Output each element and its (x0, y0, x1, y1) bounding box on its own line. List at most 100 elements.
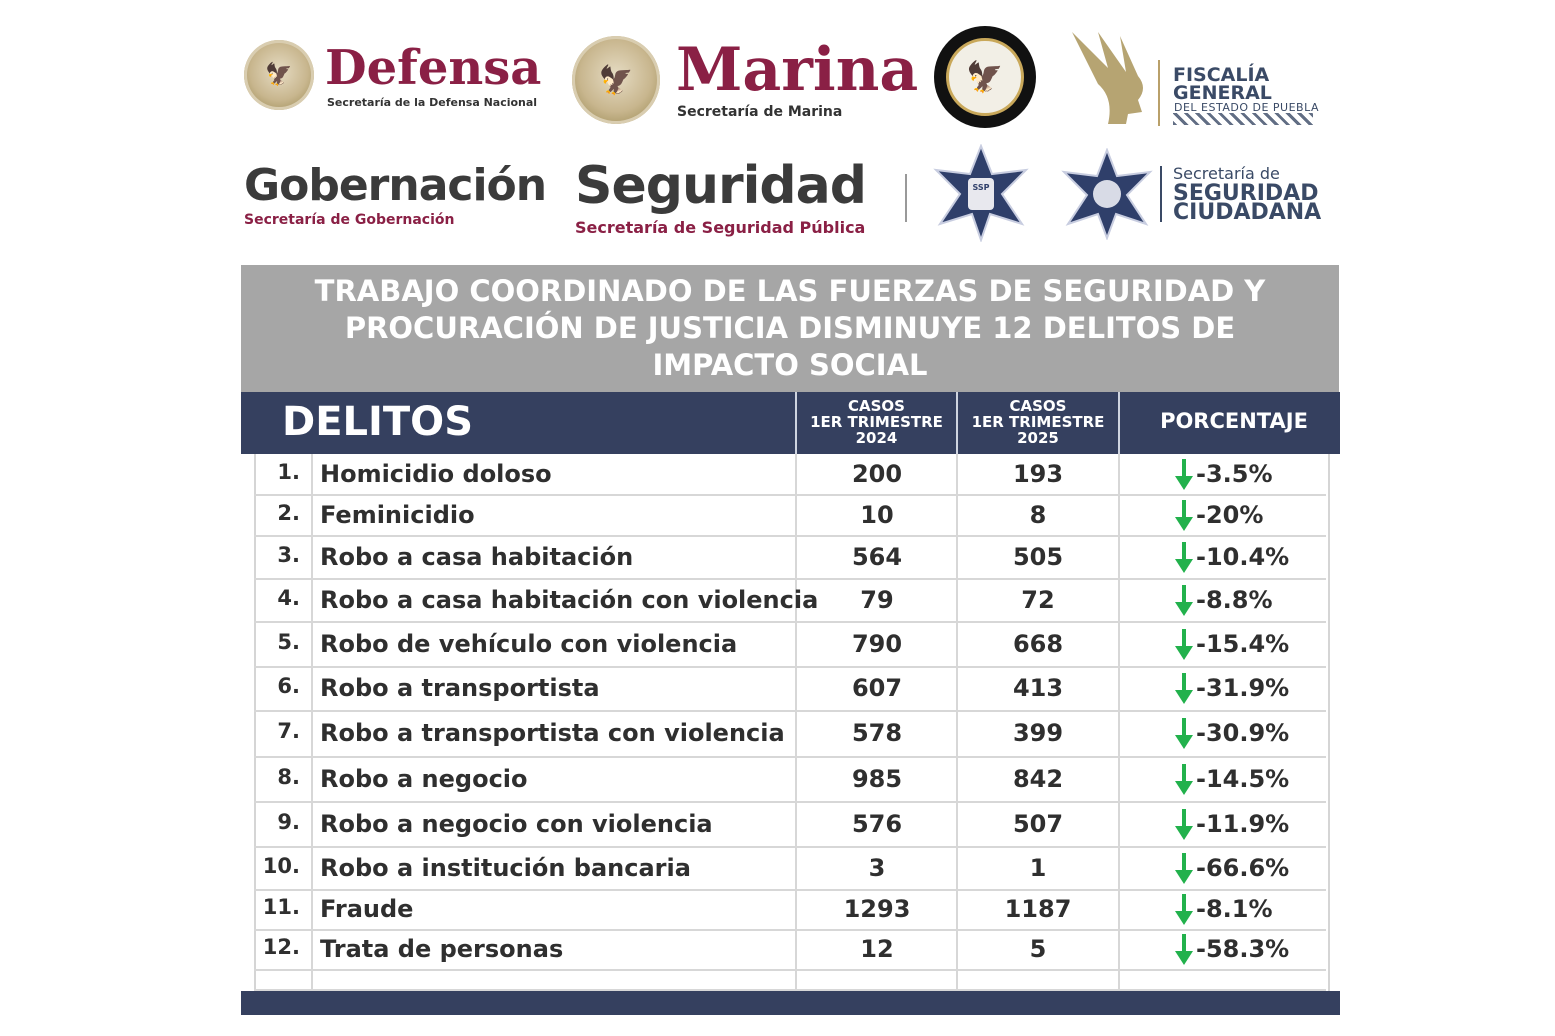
row-casos-2024: 607 (851, 674, 903, 702)
row-delito: Trata de personas (320, 935, 564, 963)
row-delito: Robo a negocio (320, 764, 528, 793)
row-number: 4. (277, 585, 300, 610)
down-arrow-icon (1175, 459, 1193, 490)
down-arrow-icon (1175, 499, 1193, 531)
row-delito: Robo a casa habitación con violencia (320, 585, 819, 614)
fiscalia-pattern (1173, 113, 1313, 125)
row-number: 1. (277, 460, 300, 484)
row-porcentaje: -8.1% (1196, 895, 1273, 923)
down-arrow-icon (1175, 628, 1193, 660)
row-casos-2024: 576 (851, 809, 903, 838)
row-casos-2024: 564 (851, 542, 903, 571)
row-number: 12. (262, 935, 300, 959)
row-casos-2025: 5 (1029, 935, 1047, 963)
ssc-line1: Secretaría de (1173, 164, 1280, 183)
row-delito: Fraude (320, 895, 414, 923)
row-number: 7. (277, 719, 300, 743)
row-casos-2024: 790 (851, 629, 903, 658)
row-divider (254, 621, 1326, 623)
row-divider (254, 989, 1326, 991)
row-casos-2025: 1187 (1004, 895, 1072, 923)
column-line (795, 454, 797, 991)
down-arrow-icon (1175, 808, 1193, 840)
row-porcentaje: -11.9% (1196, 809, 1290, 838)
row-casos-2025: 72 (1021, 585, 1055, 614)
row-delito: Robo a institución bancaria (320, 853, 691, 882)
mexico-seal-icon: 🦅 (244, 40, 314, 110)
row-porcentaje: -10.4% (1196, 542, 1290, 571)
row-delito: Robo a casa habitación (320, 542, 634, 571)
row-casos-2024: 985 (851, 764, 903, 793)
row-porcentaje: -66.6% (1196, 853, 1290, 882)
row-number: 10. (262, 853, 300, 878)
row-casos-2024: 12 (860, 935, 894, 963)
row-divider (254, 710, 1326, 712)
row-number: 11. (262, 895, 300, 919)
row-porcentaje: -58.3% (1196, 935, 1290, 963)
row-number: 5. (277, 629, 300, 654)
row-divider (254, 535, 1326, 537)
ssc-star-badge-icon (1061, 148, 1153, 240)
fiscalia-line1: FISCALÍA (1173, 64, 1270, 86)
seguridad-logo-title: Seguridad (575, 156, 867, 216)
row-porcentaje: -30.9% (1196, 719, 1290, 747)
row-delito: Robo a transportista con violencia (320, 719, 785, 747)
column-line (1118, 454, 1120, 991)
row-casos-2024: 10 (860, 500, 894, 529)
fiscalia-line3: DEL ESTADO DE PUEBLA (1174, 101, 1319, 114)
headline-text: TRABAJO COORDINADO DE LAS FUERZAS DE SEG… (314, 274, 1266, 382)
row-casos-2025: 413 (1012, 674, 1064, 702)
gobernacion-logo-title: Gobernación (244, 160, 547, 211)
gobernacion-logo-subtitle: Secretaría de Gobernación (244, 212, 455, 228)
row-casos-2024: 79 (860, 585, 894, 614)
down-arrow-icon (1175, 894, 1193, 925)
row-casos-2024: 3 (868, 853, 886, 882)
row-number: 9. (277, 809, 300, 834)
header-separator (956, 392, 958, 454)
row-delito: Robo a negocio con violencia (320, 809, 713, 838)
table-header (241, 392, 1340, 454)
fiscalia-profile-icon (1072, 32, 1143, 124)
row-casos-2025: 193 (1012, 460, 1064, 488)
row-casos-2025: 842 (1012, 764, 1064, 793)
fiscalia-divider (1158, 60, 1160, 126)
guardia-nacional-badge-icon: 🦅 (934, 26, 1036, 128)
row-divider (254, 666, 1326, 668)
row-delito: Homicidio doloso (320, 460, 552, 488)
header-separator (795, 392, 797, 454)
row-casos-2025: 507 (1012, 809, 1064, 838)
row-porcentaje: -31.9% (1196, 674, 1290, 702)
row-porcentaje: -3.5% (1196, 460, 1273, 488)
row-number: 6. (277, 674, 300, 698)
row-porcentaje: -8.8% (1196, 585, 1273, 614)
row-number: 2. (277, 500, 300, 525)
headline-banner: TRABAJO COORDINADO DE LAS FUERZAS DE SEG… (241, 265, 1339, 392)
row-divider (254, 846, 1326, 848)
column-line (956, 454, 958, 991)
row-divider (254, 801, 1326, 803)
ssp-star-badge-icon: SSP (933, 144, 1029, 242)
marina-logo-title: Marina (676, 35, 919, 105)
header-porcentaje: PORCENTAJE (1160, 409, 1308, 433)
row-number: 3. (277, 542, 300, 567)
row-casos-2024: 200 (851, 460, 903, 488)
header-casos-2024: CASOS 1ER TRIMESTRE 2024 (810, 397, 943, 447)
down-arrow-icon (1175, 584, 1193, 616)
row-divider (254, 578, 1326, 580)
row-divider (254, 969, 1326, 971)
header-separator (1118, 392, 1120, 454)
down-arrow-icon (1175, 718, 1193, 749)
row-casos-2024: 1293 (843, 895, 911, 923)
ssc-line2: SEGURIDAD (1173, 181, 1319, 206)
ssc-line3: CIUDADANA (1173, 200, 1322, 225)
mexico-seal-icon: 🦅 (572, 36, 660, 124)
row-delito: Robo de vehículo con violencia (320, 629, 738, 658)
svg-text:SSP: SSP (972, 183, 989, 192)
down-arrow-icon (1175, 763, 1193, 795)
row-number: 8. (277, 764, 300, 789)
row-casos-2025: 505 (1012, 542, 1064, 571)
row-delito: Robo a transportista (320, 674, 600, 702)
down-arrow-icon (1175, 541, 1193, 573)
row-casos-2025: 1 (1029, 853, 1047, 882)
column-line (311, 454, 313, 991)
